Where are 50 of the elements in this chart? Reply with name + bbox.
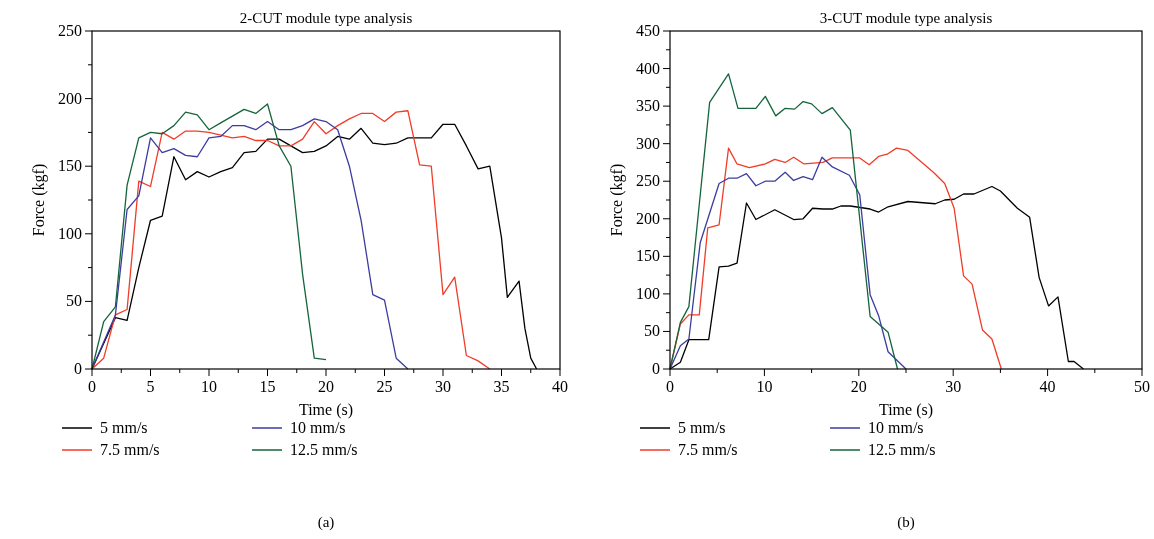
- y-tick-label: 200: [636, 209, 660, 227]
- y-tick-label: 50: [644, 322, 660, 340]
- x-tick-label: 35: [493, 378, 510, 395]
- text: (b): [897, 514, 915, 531]
- y-tick-label: 100: [58, 224, 82, 242]
- x-axis-title: Time (s): [878, 401, 934, 419]
- x-tick-label: 40: [552, 378, 568, 395]
- y-tick-label: 150: [636, 247, 660, 265]
- x-tick-label: 25: [376, 378, 393, 395]
- line-series: [669, 156, 907, 370]
- legend-label: 7.5 mm/s: [100, 441, 160, 458]
- line-series: [91, 118, 409, 370]
- x-tick-label: 0: [666, 378, 674, 395]
- legend-label: 5 mm/s: [100, 419, 148, 436]
- y-tick-label: 100: [636, 284, 660, 302]
- legend-label: 10 mm/s: [290, 419, 346, 436]
- x-tick-label: 15: [259, 378, 276, 395]
- x-tick-label: 5: [146, 378, 155, 395]
- legend-label: 12.5 mm/s: [290, 441, 358, 458]
- y-tick-label: 0: [74, 360, 82, 377]
- y-tick-label: 200: [58, 89, 82, 107]
- x-tick-label: 10: [756, 378, 773, 395]
- y-tick-label: 0: [652, 360, 660, 377]
- legend-label: 5 mm/s: [678, 419, 726, 436]
- chart-title: 3-CUT module type analysis: [819, 10, 993, 26]
- x-axis-title: Time (s): [298, 401, 354, 419]
- legend-label: 10 mm/s: [868, 419, 924, 436]
- legend-label: 7.5 mm/s: [678, 441, 738, 458]
- x-tick-label: 40: [1039, 378, 1056, 395]
- y-tick-label: 250: [636, 172, 660, 190]
- y-tick-label: 400: [636, 59, 660, 77]
- text: (a): [317, 514, 335, 531]
- x-tick-label: 10: [201, 378, 217, 395]
- y-tick-label: 450: [636, 22, 660, 39]
- x-tick-label: 30: [435, 378, 451, 395]
- x-tick-label: 20: [318, 378, 334, 395]
- y-tick-label: 50: [66, 292, 82, 310]
- x-tick-label: 30: [945, 378, 962, 395]
- chart-title: 2-CUT module type analysis: [239, 10, 413, 26]
- line-series: [669, 73, 899, 370]
- y-tick-label: 350: [636, 97, 660, 115]
- y-tick-label: 300: [636, 134, 660, 152]
- y-tick-label: 250: [58, 22, 82, 39]
- x-tick-label: 0: [88, 378, 96, 395]
- x-tick-label: 50: [1134, 378, 1150, 395]
- legend-label: 12.5 mm/s: [868, 441, 936, 458]
- x-tick-label: 20: [850, 378, 867, 395]
- y-axis-title: Force (kgf): [608, 163, 626, 237]
- y-tick-label: 150: [58, 157, 82, 175]
- y-axis-title: Force (kgf): [30, 163, 48, 237]
